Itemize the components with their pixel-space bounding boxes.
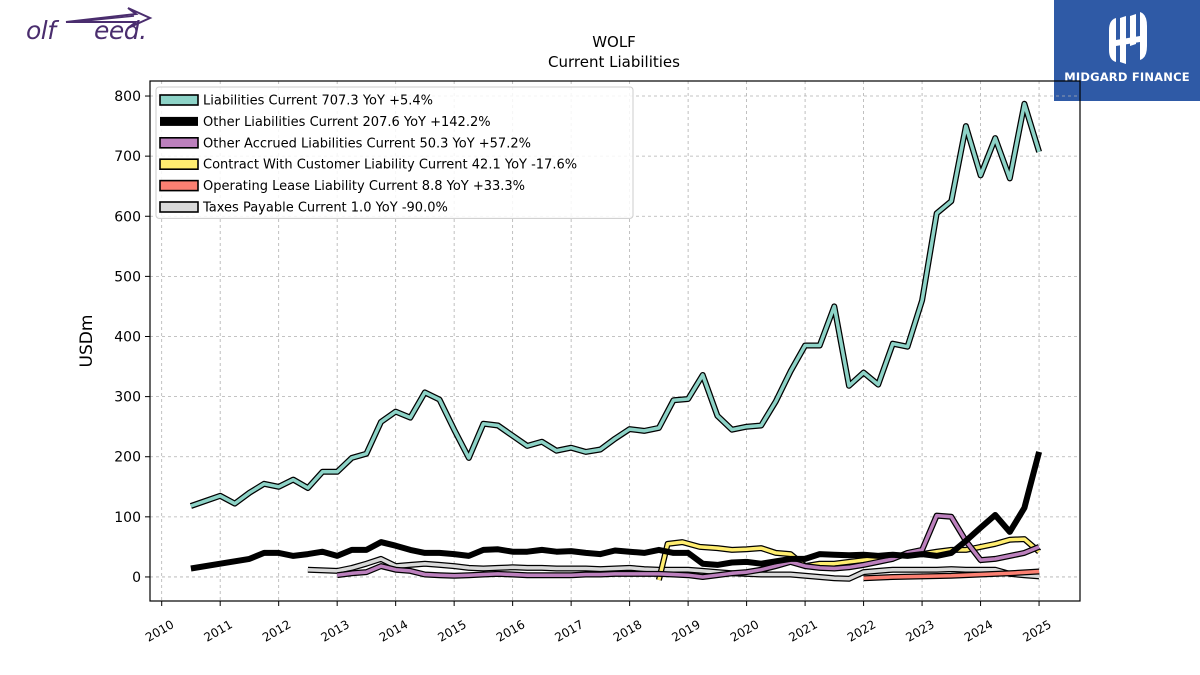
y-tick-label: 700 [114, 149, 141, 165]
y-tick-label: 500 [114, 269, 141, 285]
series-0 [189, 100, 1042, 509]
midgard-emblem-icon [1109, 12, 1147, 64]
legend-label: Other Accrued Liabilities Current 50.3 Y… [203, 136, 531, 151]
x-tick-label: 2018 [611, 617, 644, 644]
x-tick-label: 2010 [143, 617, 176, 644]
x-tick-label: 2015 [435, 617, 468, 644]
y-tick-label: 200 [114, 450, 141, 466]
series-line [863, 569, 1040, 580]
legend-swatch [159, 158, 199, 170]
x-tick-label: 2017 [552, 617, 585, 644]
y-tick-label: 0 [132, 570, 141, 586]
series-line [307, 557, 1040, 581]
legend-item: Other Liabilities Current 207.6 YoY +142… [160, 115, 491, 130]
x-tick-label: 2013 [318, 617, 351, 644]
legend-item: Contract With Customer Liability Current… [159, 158, 577, 173]
wolfspeed-logo: olf eed. [26, 4, 156, 50]
x-tick-label: 2020 [728, 617, 761, 644]
y-tick-label: 800 [114, 89, 141, 105]
series-line [336, 513, 1040, 579]
chart-subtitle: Current Liabilities [548, 53, 680, 71]
x-tick-label: 2019 [669, 617, 702, 644]
legend-swatch [159, 179, 199, 192]
series-5 [307, 555, 1040, 582]
series-lines [189, 100, 1043, 582]
legend-label: Liabilities Current 707.3 YoY +5.4% [203, 94, 433, 109]
x-tick-label: 2021 [786, 617, 819, 644]
logo-text-part-2: eed. [94, 16, 147, 45]
series-line [190, 451, 1043, 572]
x-tick-label: 2022 [845, 617, 878, 644]
series-1 [190, 451, 1043, 572]
x-tick-label: 2023 [903, 617, 936, 644]
y-tick-label: 400 [114, 329, 141, 345]
midgard-finance-logo: MIDGARD FINANCE [1054, 0, 1200, 101]
x-tick-label: 2011 [201, 617, 234, 644]
legend-box [155, 86, 634, 219]
y-tick-label: 300 [114, 390, 141, 406]
x-tick-label: 2012 [260, 617, 293, 644]
legend: Liabilities Current 707.3 YoY +5.4% Other… [155, 86, 634, 219]
series-2 [336, 512, 1041, 580]
legend-item: Operating Lease Liability Current 8.8 Yo… [159, 179, 525, 194]
series-line [657, 537, 1041, 581]
y-axis-label: USDm [77, 315, 97, 368]
logo-text-part-1: olf [26, 16, 56, 45]
midgard-finance-name: MIDGARD FINANCE [1064, 70, 1190, 84]
legend-swatch [159, 94, 199, 106]
series-4 [863, 568, 1040, 582]
logo-swoosh-icon [65, 7, 153, 29]
legend-item: Taxes Payable Current 1.0 YoY -90.0% [159, 201, 448, 216]
y-tick-label: 100 [114, 510, 141, 526]
x-tick-label: 2014 [377, 617, 410, 644]
legend-label: Other Liabilities Current 207.6 YoY +142… [203, 115, 491, 130]
series-line [190, 102, 1041, 508]
legend-label: Operating Lease Liability Current 8.8 Yo… [203, 179, 525, 194]
legend-swatch [159, 201, 199, 213]
plot-frame [149, 80, 1081, 602]
x-tick-label: 2016 [494, 617, 527, 644]
legend-item: Other Accrued Liabilities Current 50.3 Y… [159, 136, 531, 151]
legend-label: Taxes Payable Current 1.0 YoY -90.0% [202, 201, 448, 216]
chart-title: WOLF [592, 33, 636, 51]
legend-swatch [159, 137, 199, 149]
legend-label: Contract With Customer Liability Current… [203, 158, 577, 173]
series-3 [655, 536, 1042, 581]
y-tick-label: 600 [114, 209, 141, 225]
legend-item: Liabilities Current 707.3 YoY +5.4% [159, 94, 433, 109]
x-tick-label: 2025 [1020, 617, 1053, 644]
legend-swatch [160, 116, 198, 126]
x-tick-label: 2024 [962, 617, 995, 644]
